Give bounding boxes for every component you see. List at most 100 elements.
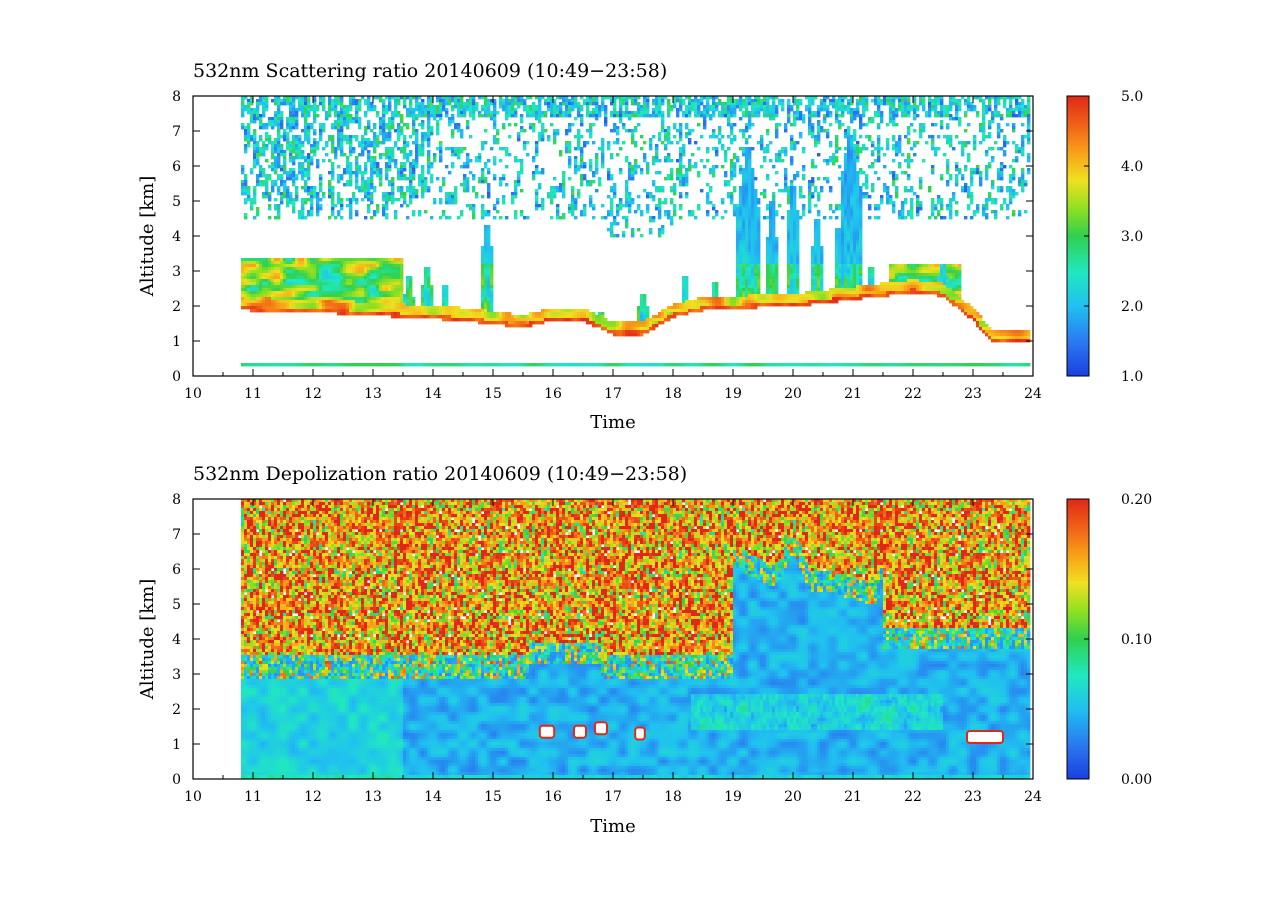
heatmap-cell <box>271 306 275 310</box>
heatmap-cell <box>397 258 401 262</box>
heatmap-cell <box>652 111 656 115</box>
heatmap-cell <box>349 201 353 205</box>
heatmap-cell <box>385 156 389 160</box>
heatmap-cell <box>655 171 659 175</box>
heatmap-cell <box>652 114 656 118</box>
heatmap-cell <box>301 129 305 133</box>
heatmap-cell <box>448 102 452 106</box>
heatmap-cell <box>496 318 500 322</box>
heatmap-cell <box>397 147 401 151</box>
heatmap-cell <box>268 207 272 211</box>
heatmap-cell <box>733 189 737 193</box>
heatmap-cell <box>667 177 671 181</box>
heatmap-cell <box>340 306 344 310</box>
heatmap-cell <box>742 249 746 253</box>
heatmap-cell <box>415 306 419 310</box>
heatmap-cell <box>346 261 350 265</box>
heatmap-cell <box>652 195 656 199</box>
heatmap-cell <box>439 150 443 154</box>
heatmap-cell <box>745 183 749 187</box>
heatmap-cell <box>634 141 638 145</box>
heatmap-cell <box>574 102 578 106</box>
heatmap-cell <box>355 108 359 112</box>
heatmap-cell <box>598 147 602 151</box>
heatmap-cell <box>505 99 509 103</box>
heatmap-cell <box>298 288 302 292</box>
heatmap-cell <box>277 282 281 286</box>
heatmap-cell <box>460 129 464 133</box>
heatmap-cell <box>247 273 251 277</box>
heatmap-cell <box>457 318 461 322</box>
heatmap-cell <box>508 123 512 127</box>
heatmap-cell <box>685 279 689 283</box>
heatmap-cell <box>481 261 485 265</box>
heatmap-cell <box>571 198 575 202</box>
heatmap-cell <box>412 297 416 301</box>
heatmap-cell <box>538 105 542 109</box>
heatmap-cell <box>745 363 749 367</box>
heatmap-cell <box>487 102 491 106</box>
heatmap-cell <box>430 99 434 103</box>
heatmap-cell <box>643 153 647 157</box>
heatmap-cell <box>274 258 278 262</box>
heatmap-cell <box>709 105 713 109</box>
heatmap-cell <box>406 276 410 280</box>
heatmap-cell <box>373 279 377 283</box>
heatmap-cell <box>673 204 677 208</box>
heatmap-cell <box>310 270 314 274</box>
heatmap-cell <box>271 153 275 157</box>
heatmap-cell <box>568 312 572 316</box>
heatmap-cell <box>355 297 359 301</box>
heatmap-cell <box>298 309 302 313</box>
heatmap-cell <box>580 213 584 217</box>
heatmap-cell <box>562 309 566 313</box>
heatmap-cell <box>592 363 596 367</box>
heatmap-cell <box>487 237 491 241</box>
heatmap-cell <box>583 162 587 166</box>
heatmap-cell <box>670 186 674 190</box>
heatmap-cell <box>355 288 359 292</box>
heatmap-cell <box>451 162 455 166</box>
heatmap-cell <box>463 177 467 181</box>
heatmap-cell <box>292 201 296 205</box>
heatmap-cell <box>244 291 248 295</box>
heatmap-cell <box>295 303 299 307</box>
heatmap-cell <box>505 114 509 118</box>
heatmap-cell <box>658 315 662 319</box>
heatmap-cell <box>607 195 611 199</box>
heatmap-cell <box>451 306 455 310</box>
heatmap-cell <box>301 171 305 175</box>
heatmap-cell <box>328 279 332 283</box>
heatmap-cell <box>748 219 752 223</box>
heatmap-cell <box>253 198 257 202</box>
heatmap-cell <box>304 120 308 124</box>
heatmap-cell <box>679 183 683 187</box>
heatmap-cell <box>487 225 491 229</box>
heatmap-cell <box>346 138 350 142</box>
heatmap-cell <box>364 141 368 145</box>
heatmap-cell <box>715 135 719 139</box>
heatmap-cell <box>394 315 398 319</box>
heatmap-cell <box>373 258 377 262</box>
heatmap-cell <box>412 129 416 133</box>
heatmap-cell <box>748 135 752 139</box>
heatmap-cell <box>283 129 287 133</box>
heatmap-cell <box>406 111 410 115</box>
heatmap-cell <box>391 186 395 190</box>
heatmap-cell <box>250 267 254 271</box>
heatmap-cell <box>241 300 245 304</box>
heatmap-cell <box>730 195 734 199</box>
heatmap-cell <box>424 306 428 310</box>
heatmap-cell <box>646 96 650 100</box>
heatmap-cell <box>562 312 566 316</box>
heatmap-cell <box>475 363 479 367</box>
heatmap-cell <box>289 291 293 295</box>
heatmap-cell <box>388 150 392 154</box>
heatmap-cell <box>487 276 491 280</box>
heatmap-cell <box>571 309 575 313</box>
heatmap-cell <box>373 138 377 142</box>
heatmap-cell <box>412 177 416 181</box>
heatmap-cell <box>289 270 293 274</box>
heatmap-cell <box>271 117 275 121</box>
heatmap-cell <box>343 123 347 127</box>
